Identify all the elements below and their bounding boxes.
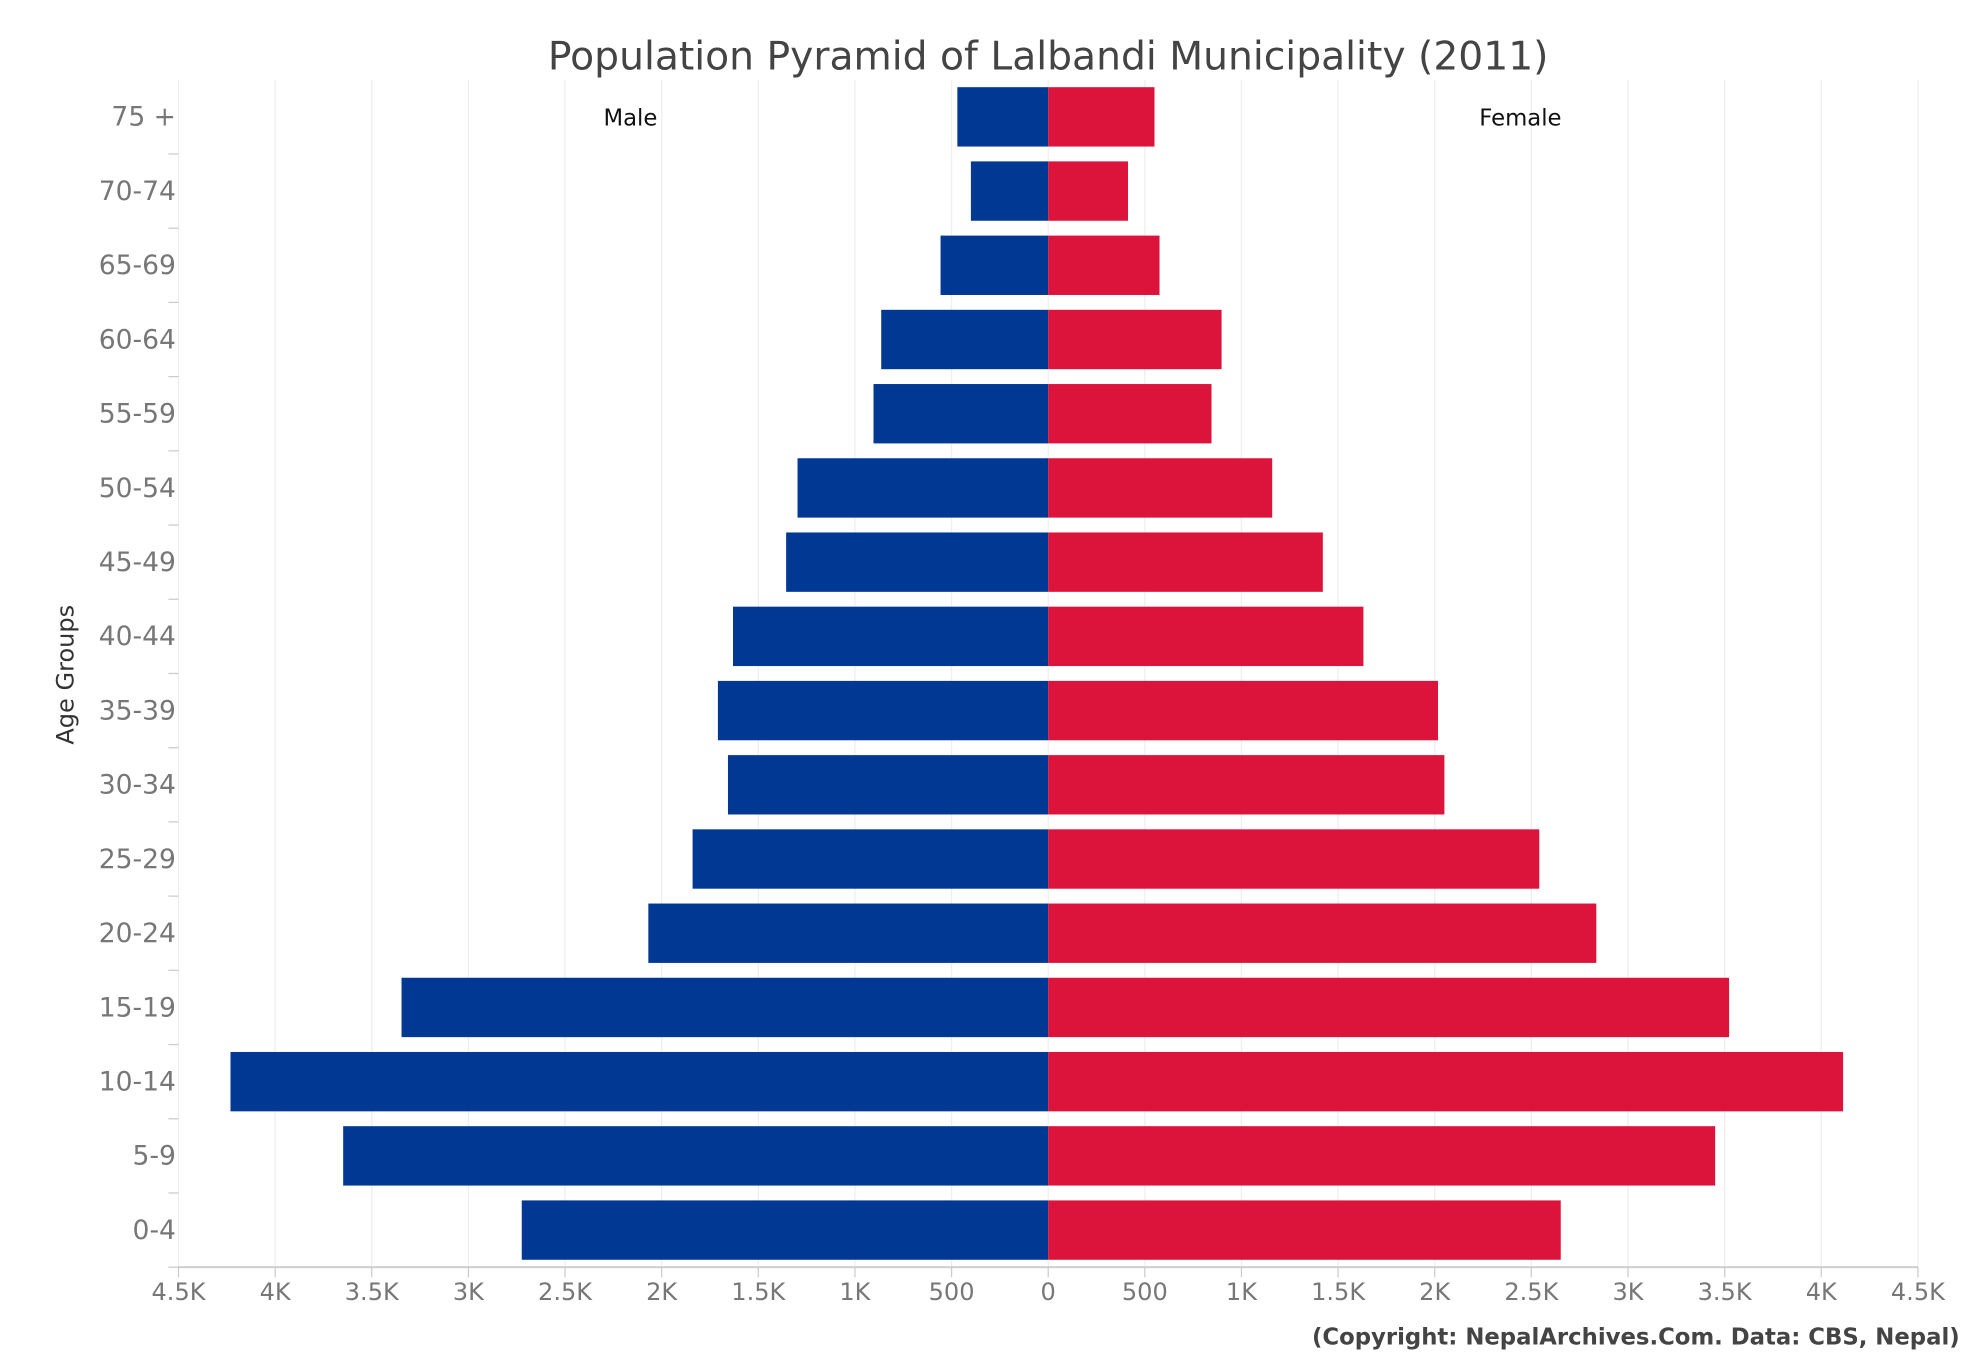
bar-male-50-54[interactable] xyxy=(797,458,1049,518)
legend-label-male: Male xyxy=(603,105,657,131)
bar-female-40-44[interactable] xyxy=(1048,606,1364,667)
category-label: 30-34 xyxy=(99,770,176,801)
x-tick-label: 2.5K xyxy=(538,1278,593,1306)
bar-female-50-54[interactable] xyxy=(1048,458,1273,518)
bar-female-45-49[interactable] xyxy=(1048,532,1323,592)
bar-male-55-59[interactable] xyxy=(873,384,1049,444)
x-tick-label: 2K xyxy=(646,1278,678,1306)
x-tick-label: 2K xyxy=(1419,1278,1451,1306)
bar-male-20-24[interactable] xyxy=(648,903,1049,963)
x-tick-label: 1K xyxy=(839,1278,871,1306)
bar-male-5-9[interactable] xyxy=(343,1126,1049,1186)
x-tick-label: 0 xyxy=(1041,1278,1056,1306)
bar-male-65-69[interactable] xyxy=(940,235,1049,295)
bar-female-25-29[interactable] xyxy=(1048,829,1540,889)
category-label: 45-49 xyxy=(99,547,176,578)
x-tick-label: 4.5K xyxy=(152,1278,207,1306)
legend-label-female: Female xyxy=(1479,105,1561,131)
bar-female-70-74[interactable] xyxy=(1048,161,1129,221)
x-tick-label: 4.5K xyxy=(1891,1278,1946,1306)
x-tick-label: 2.5K xyxy=(1504,1278,1559,1306)
x-tick-label: 4K xyxy=(260,1278,292,1306)
x-tick-label: 3.5K xyxy=(1698,1278,1753,1306)
bar-male-35-39[interactable] xyxy=(717,680,1049,741)
category-label: 65-69 xyxy=(99,250,176,281)
bar-female-30-34[interactable] xyxy=(1048,755,1445,815)
bar-male-30-34[interactable] xyxy=(727,755,1049,815)
y-axis-label: Age Groups xyxy=(51,605,79,745)
x-tick-label: 1K xyxy=(1226,1278,1258,1306)
x-tick-label: 500 xyxy=(1122,1278,1168,1306)
bar-male-0-4[interactable] xyxy=(521,1200,1049,1260)
bar-female-0-4[interactable] xyxy=(1048,1200,1561,1260)
bar-female-55-59[interactable] xyxy=(1048,384,1212,444)
category-label: 25-29 xyxy=(99,844,176,875)
x-tick-label: 4K xyxy=(1806,1278,1838,1306)
bar-female-10-14[interactable] xyxy=(1048,1051,1844,1112)
bar-female-5-9[interactable] xyxy=(1048,1126,1716,1186)
bar-female-65-69[interactable] xyxy=(1048,235,1160,295)
bar-male-25-29[interactable] xyxy=(692,829,1049,889)
category-label: 40-44 xyxy=(99,621,176,652)
category-label: 60-64 xyxy=(99,324,176,355)
x-tick-label: 1.5K xyxy=(731,1278,786,1306)
category-label: 15-19 xyxy=(99,992,176,1023)
bar-male-10-14[interactable] xyxy=(230,1051,1049,1112)
category-label: 20-24 xyxy=(99,918,176,949)
bar-male-60-64[interactable] xyxy=(881,309,1049,370)
credit-text: (Copyright: NepalArchives.Com. Data: CBS… xyxy=(1312,1324,1960,1350)
x-tick-label: 3K xyxy=(1612,1278,1644,1306)
bar-male-40-44[interactable] xyxy=(732,606,1049,667)
category-label: 0-4 xyxy=(133,1215,176,1246)
bar-male-75[interactable] xyxy=(957,87,1049,147)
chart-title: Population Pyramid of Lalbandi Municipal… xyxy=(548,35,1549,80)
category-label: 75 + xyxy=(111,102,176,133)
category-label: 10-14 xyxy=(99,1067,176,1098)
category-label: 35-39 xyxy=(99,695,176,726)
category-labels: 0-4 5-9 10-14 15-19 20-24 25-29 30-34 35-39 40-4… xyxy=(99,102,179,1268)
bars xyxy=(230,87,1844,1260)
bar-female-15-19[interactable] xyxy=(1048,977,1730,1038)
x-tick-label: 1.5K xyxy=(1311,1278,1366,1306)
bar-male-70-74[interactable] xyxy=(970,161,1049,221)
x-tick-label: 3.5K xyxy=(345,1278,400,1306)
bar-female-60-64[interactable] xyxy=(1048,309,1222,370)
bar-male-45-49[interactable] xyxy=(786,532,1049,592)
bar-female-20-24[interactable] xyxy=(1048,903,1597,963)
bar-female-75[interactable] xyxy=(1048,87,1155,147)
x-axis-ticks: 4.5K 4K 3.5K 3K 2.5K 2K 1.5K 1K 500 0 500 1K 1.5K 2K 2… xyxy=(152,1267,1946,1306)
category-label: 50-54 xyxy=(99,473,176,504)
category-label: 5-9 xyxy=(133,1141,176,1172)
x-tick-label: 500 xyxy=(929,1278,975,1306)
x-tick-label: 3K xyxy=(453,1278,485,1306)
category-label: 70-74 xyxy=(99,176,176,207)
bar-female-35-39[interactable] xyxy=(1048,680,1439,741)
category-label: 55-59 xyxy=(99,399,176,430)
bar-male-15-19[interactable] xyxy=(401,977,1049,1038)
